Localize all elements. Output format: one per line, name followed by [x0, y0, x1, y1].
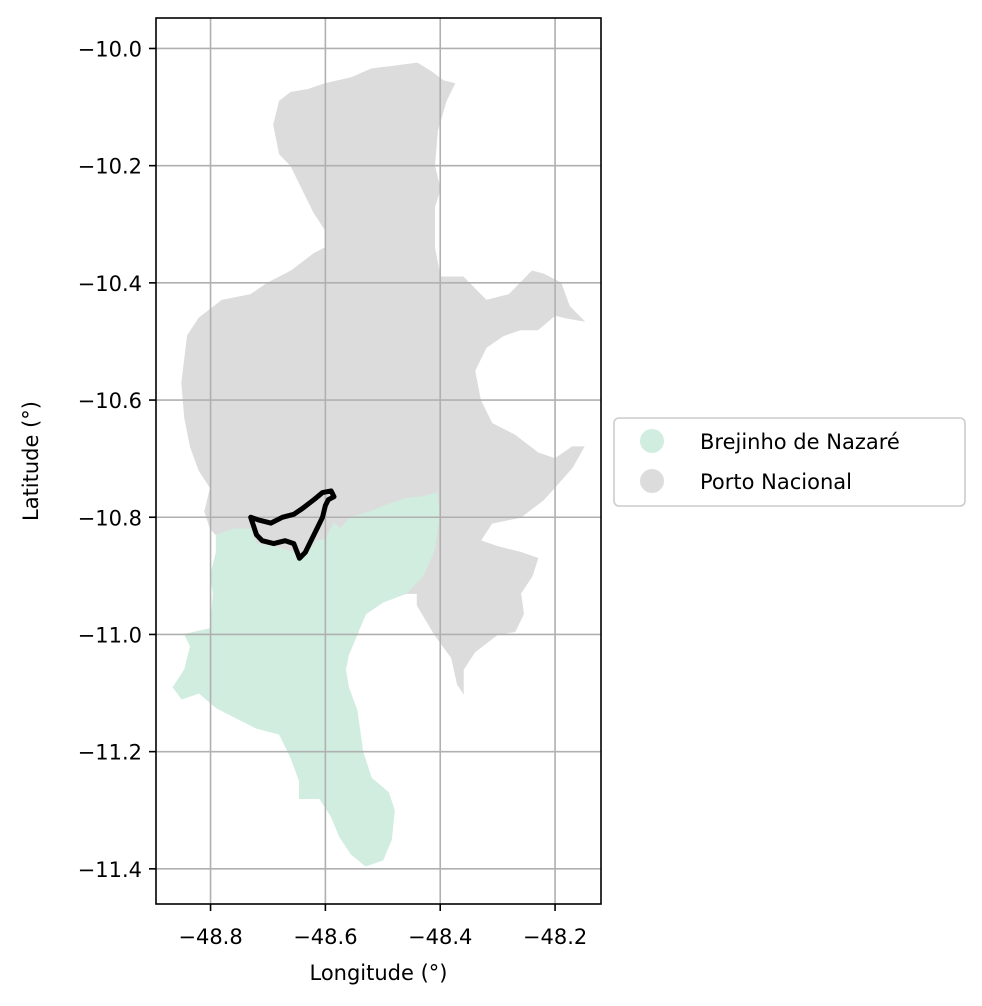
legend-swatch-porto	[640, 469, 664, 493]
x-axis-label: Longitude (°)	[309, 961, 447, 985]
y-axis-label: Latitude (°)	[19, 401, 43, 521]
x-tick-label: −48.2	[523, 925, 587, 949]
x-tick-label: −48.6	[293, 925, 357, 949]
y-axis-ticks: −10.0 −10.2 −10.4 −10.6 −10.8 −11.0 −11.2 −11.4	[78, 37, 156, 882]
legend: Brejinho de Nazaré Porto Nacional	[613, 417, 966, 507]
x-tick-label: −48.4	[408, 925, 472, 949]
legend-label-porto: Porto Nacional	[700, 470, 852, 494]
overlay-path	[248, 488, 337, 561]
y-tick-label: −11.4	[78, 858, 142, 882]
y-tick-label: −10.0	[78, 37, 142, 61]
x-axis-ticks: −48.8 −48.6 −48.4 −48.2	[178, 904, 587, 949]
legend-frame	[613, 417, 966, 507]
overlay-outline	[248, 488, 337, 561]
y-tick-label: −11.0	[78, 623, 142, 647]
region-brejinho-de-nazare	[172, 491, 440, 867]
x-tick-label: −48.8	[178, 925, 242, 949]
y-tick-label: −11.2	[78, 741, 142, 765]
legend-label-brejinho: Brejinho de Nazaré	[700, 430, 900, 454]
y-tick-label: −10.2	[78, 155, 142, 179]
y-tick-label: −10.8	[78, 506, 142, 530]
y-tick-label: −10.4	[78, 272, 142, 296]
gridlines	[156, 18, 601, 904]
y-tick-label: −10.6	[78, 389, 142, 413]
plot-frame	[155, 17, 602, 905]
region-porto-nacional	[181, 62, 586, 695]
legend-swatch-brejinho	[640, 429, 664, 453]
map-regions	[172, 62, 586, 867]
